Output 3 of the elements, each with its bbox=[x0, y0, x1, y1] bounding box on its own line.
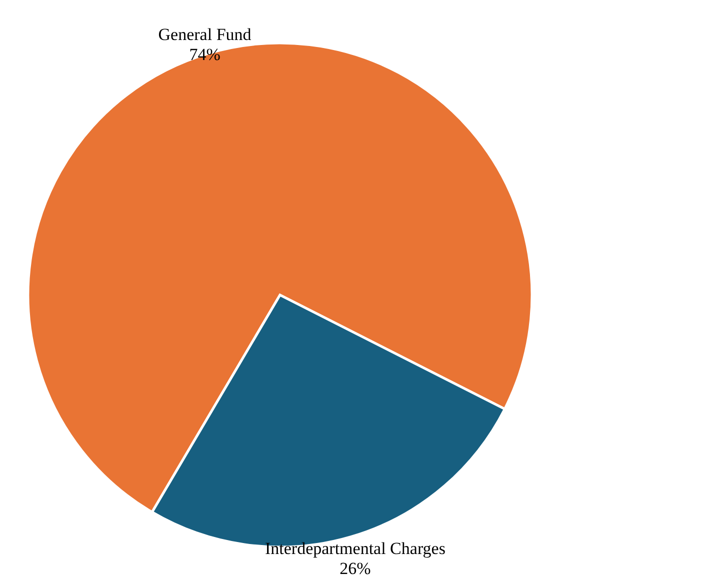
slice-label: Interdepartmental Charges bbox=[264, 539, 446, 558]
data-label: 26% bbox=[340, 559, 371, 578]
slice-label: General Fund bbox=[158, 24, 252, 44]
